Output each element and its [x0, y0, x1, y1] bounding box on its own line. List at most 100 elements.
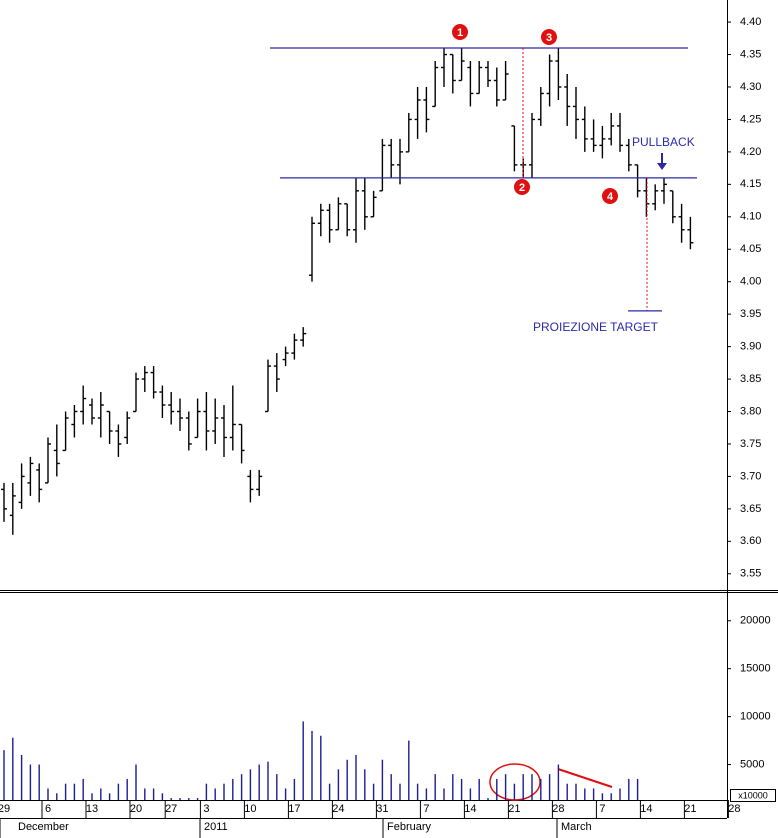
- volume-bar: [152, 788, 155, 800]
- y-tick-label: 3.85: [740, 373, 761, 385]
- volume-bar: [179, 798, 181, 800]
- volume-bar: [381, 759, 384, 800]
- x-tick-label: 7: [423, 803, 429, 815]
- x-tick-label: 31: [376, 803, 388, 815]
- x-tick-label: 28: [552, 803, 564, 815]
- volume-bar: [161, 793, 164, 800]
- volume-bar: [100, 788, 102, 800]
- y-tick-label: 3.70: [740, 470, 761, 482]
- volume-bar: [170, 798, 172, 800]
- x-tick-label: 29: [0, 803, 10, 815]
- volume-bar: [20, 754, 23, 800]
- volume-bar: [557, 764, 560, 800]
- volume-bar: [47, 788, 49, 800]
- x-tick-label: 3: [203, 803, 209, 815]
- x-tick-label: 14: [640, 803, 652, 815]
- pattern-marker-label: 1: [457, 27, 463, 39]
- volume-bar: [135, 764, 137, 800]
- x-tick-label: 21: [684, 803, 696, 815]
- volume-bar: [126, 778, 128, 800]
- volume-bar: [276, 774, 278, 800]
- y-tick-label: 3.75: [740, 438, 761, 450]
- volume-bar: [3, 750, 5, 800]
- y-tick-label: 3.95: [740, 308, 761, 320]
- volume-bar: [372, 783, 375, 800]
- volume-bar: [610, 793, 612, 800]
- volume-bar: [460, 778, 463, 800]
- volume-bar: [566, 783, 568, 800]
- y-tick-label: 3.80: [740, 405, 761, 417]
- y-tick-label: 3.60: [740, 535, 761, 547]
- y-tick-label: 4.25: [740, 113, 761, 125]
- trend-line: [557, 768, 613, 788]
- volume-bar: [117, 783, 120, 800]
- volume-bar: [487, 798, 489, 800]
- month-label: December: [18, 821, 69, 833]
- y-tick-label: 5000: [740, 758, 764, 770]
- volume-bar: [346, 759, 348, 800]
- volume-bar: [592, 788, 595, 800]
- volume-bar: [205, 783, 208, 800]
- volume-bar: [443, 788, 445, 800]
- volume-bar: [337, 769, 340, 800]
- volume-bar: [496, 778, 498, 800]
- pattern-marker-label: 3: [546, 32, 552, 44]
- x-tick-label: 7: [599, 803, 605, 815]
- y-tick-label: 4.00: [740, 276, 761, 288]
- y-tick-label: 15000: [740, 663, 771, 675]
- volume-bar: [513, 783, 516, 800]
- volume-bar: [434, 774, 436, 800]
- volume-bar: [408, 740, 410, 800]
- pattern-marker: [514, 179, 530, 195]
- pattern-marker-label: 4: [607, 191, 614, 203]
- pattern-marker-label: 2: [519, 182, 525, 194]
- y-tick-label: 3.65: [740, 503, 761, 515]
- volume-bar: [249, 769, 252, 800]
- volume-bar: [258, 764, 260, 800]
- volume-bar: [267, 761, 269, 800]
- y-tick-label: 10000: [740, 711, 771, 723]
- pullback-arrow-head: [657, 163, 667, 170]
- volume-bar: [355, 754, 357, 800]
- unit-label: x10000: [738, 790, 768, 800]
- volume-bar: [628, 778, 630, 800]
- volume-bar: [223, 783, 225, 800]
- volume-bar: [469, 788, 472, 800]
- volume-bar: [504, 774, 507, 800]
- volume-bar: [320, 735, 322, 800]
- volume-bar: [144, 788, 146, 800]
- volume-bar: [522, 774, 524, 800]
- x-tick-label: 17: [288, 803, 300, 815]
- volume-bar: [548, 774, 551, 800]
- pattern-marker: [541, 29, 557, 45]
- y-tick-label: 3.90: [740, 341, 761, 353]
- volume-bar: [12, 737, 14, 800]
- x-tick-label: 27: [165, 803, 177, 815]
- y-tick-label: 4.30: [740, 81, 761, 93]
- volume-bar: [188, 798, 190, 800]
- y-tick-label: 4.20: [740, 146, 761, 158]
- volume-bar: [531, 774, 533, 800]
- x-tick-label: 20: [130, 803, 142, 815]
- unit-box: [730, 789, 776, 802]
- volume-bar: [390, 774, 392, 800]
- volume-bar: [73, 783, 76, 800]
- volume-bar: [91, 793, 93, 800]
- x-tick-label: 28: [728, 803, 740, 815]
- month-label: 2011: [204, 821, 228, 833]
- y-tick-label: 3.55: [740, 568, 761, 580]
- volume-bar: [64, 783, 67, 800]
- y-tick-label: 4.15: [740, 178, 761, 190]
- volume-bar: [575, 783, 577, 800]
- volume-bar: [82, 778, 84, 800]
- volume-bar: [619, 788, 621, 800]
- y-tick-label: 4.40: [740, 16, 761, 28]
- volume-bar: [302, 721, 304, 800]
- month-label: March: [561, 821, 592, 833]
- volume-bar: [38, 764, 40, 800]
- month-label: February: [387, 821, 432, 833]
- y-tick-label: 4.35: [740, 48, 761, 60]
- volume-bar: [452, 774, 454, 800]
- x-tick-label: 24: [332, 803, 344, 815]
